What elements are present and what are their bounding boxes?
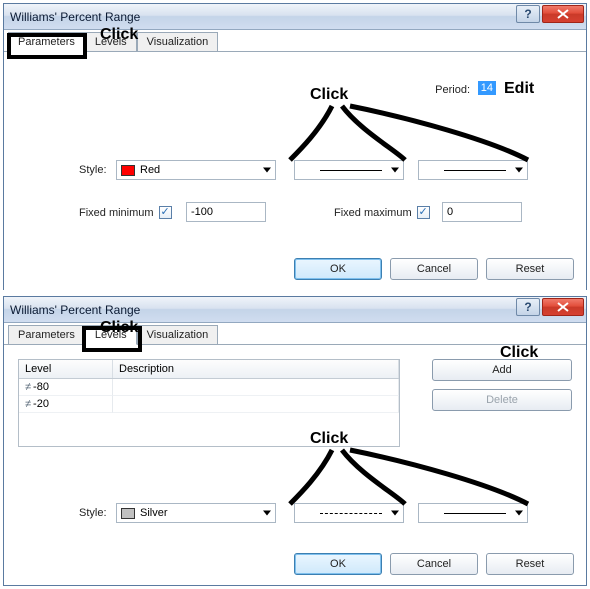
dialog-parameters: Williams' Percent Range ? Parameters Lev… xyxy=(3,3,587,290)
line-width-dropdown[interactable] xyxy=(418,160,528,180)
level-marker-icon: ≠ xyxy=(25,398,31,410)
period-input[interactable]: 14 xyxy=(478,82,496,94)
line-width-dropdown[interactable] xyxy=(418,503,528,523)
cancel-button[interactable]: Cancel xyxy=(390,258,478,280)
close-button[interactable] xyxy=(542,298,584,316)
style-label: Style: xyxy=(79,164,107,176)
cancel-button[interactable]: Cancel xyxy=(390,553,478,575)
col-desc-header[interactable]: Description xyxy=(113,360,399,378)
tab-visualization[interactable]: Visualization xyxy=(137,32,219,51)
ok-button[interactable]: OK xyxy=(294,258,382,280)
fixed-min-label: Fixed minimum xyxy=(79,207,154,219)
help-button[interactable]: ? xyxy=(516,298,540,316)
help-button[interactable]: ? xyxy=(516,5,540,23)
levels-table[interactable]: Level Description ≠-80 ≠-20 xyxy=(18,359,400,447)
style-color-value: Red xyxy=(140,164,160,176)
line-style-dropdown[interactable] xyxy=(294,503,404,523)
tab-levels[interactable]: Levels xyxy=(85,32,137,51)
reset-button[interactable]: Reset xyxy=(486,258,574,280)
style-color-dropdown[interactable]: Red xyxy=(116,160,276,180)
style-color-dropdown[interactable]: Silver xyxy=(116,503,276,523)
window-title: Williams' Percent Range xyxy=(10,303,140,317)
tab-row: Parameters Levels Visualization xyxy=(4,30,586,52)
table-row[interactable]: ≠-20 xyxy=(19,396,399,413)
tab-row: Parameters Levels Visualization xyxy=(4,323,586,345)
level-marker-icon: ≠ xyxy=(25,381,31,393)
table-row[interactable]: ≠-80 xyxy=(19,379,399,396)
titlebar[interactable]: Williams' Percent Range ? xyxy=(4,4,586,30)
line-sample xyxy=(444,513,506,514)
fixed-max-checkbox[interactable]: ✓ xyxy=(417,206,430,219)
chevron-down-icon xyxy=(391,168,399,173)
chevron-down-icon xyxy=(391,511,399,516)
style-color-value: Silver xyxy=(140,507,168,519)
delete-button: Delete xyxy=(432,389,572,411)
tab-visualization[interactable]: Visualization xyxy=(137,325,219,344)
fixed-max-input[interactable]: 0 xyxy=(442,202,522,222)
col-level-header[interactable]: Level xyxy=(19,360,113,378)
chevron-down-icon xyxy=(263,511,271,516)
reset-button[interactable]: Reset xyxy=(486,553,574,575)
dialog-levels: Williams' Percent Range ? Parameters Lev… xyxy=(3,296,587,586)
window-title: Williams' Percent Range xyxy=(10,10,140,24)
line-sample xyxy=(320,513,382,514)
period-label: Period: xyxy=(435,84,470,96)
close-button[interactable] xyxy=(542,5,584,23)
style-label: Style: xyxy=(79,507,107,519)
color-swatch xyxy=(121,165,135,176)
fixed-min-input[interactable]: -100 xyxy=(186,202,266,222)
tab-parameters[interactable]: Parameters xyxy=(8,325,85,344)
fixed-max-label: Fixed maximum xyxy=(334,207,412,219)
color-swatch xyxy=(121,508,135,519)
tab-levels[interactable]: Levels xyxy=(85,325,137,345)
line-sample xyxy=(444,170,506,171)
tab-parameters[interactable]: Parameters xyxy=(8,32,85,52)
titlebar[interactable]: Williams' Percent Range ? xyxy=(4,297,586,323)
chevron-down-icon xyxy=(515,511,523,516)
chevron-down-icon xyxy=(263,168,271,173)
ok-button[interactable]: OK xyxy=(294,553,382,575)
fixed-min-checkbox[interactable]: ✓ xyxy=(159,206,172,219)
line-style-dropdown[interactable] xyxy=(294,160,404,180)
chevron-down-icon xyxy=(515,168,523,173)
line-sample xyxy=(320,170,382,171)
add-button[interactable]: Add xyxy=(432,359,572,381)
